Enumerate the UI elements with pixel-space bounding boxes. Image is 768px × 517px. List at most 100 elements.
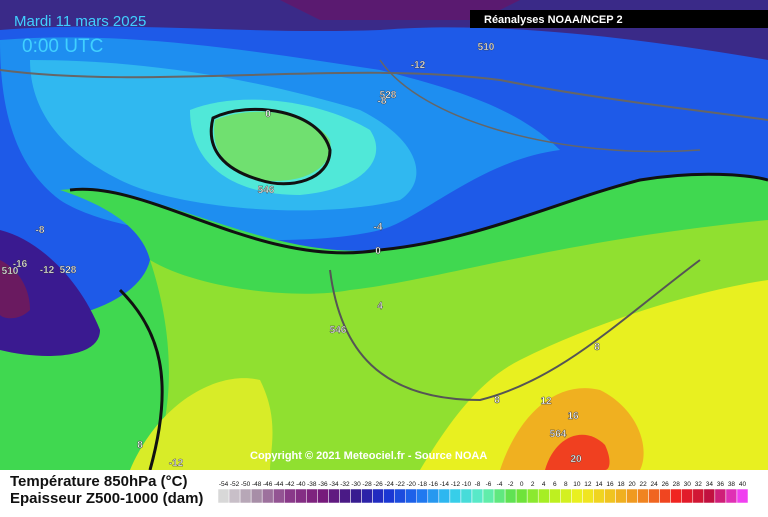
scale-label: -32 [340,481,350,488]
scale-label: 34 [706,481,714,488]
scale-label: -26 [373,481,383,488]
scale-cell [383,488,395,504]
contour-label: 0 [265,109,271,120]
contour-label: -12 [169,458,184,469]
scale-label: 12 [584,481,592,488]
scale-label: 38 [728,481,736,488]
scale-cell [648,488,660,504]
contour-label: 0 [375,246,381,257]
contour-label: 4 [377,301,383,312]
scale-cell [725,488,738,504]
thickness-line [329,259,701,402]
scale-cell [659,488,671,504]
scale-label: -42 [285,481,295,488]
scale-cell [703,488,716,504]
contour-label: -4 [374,222,383,233]
contour-label: -12 [40,265,55,276]
scale-cell [471,488,484,504]
scale-label: 10 [573,481,581,488]
scale-label: -6 [486,481,492,488]
contour-label: 20 [570,454,582,465]
contour-label: 528 [380,90,397,101]
scale-label: -16 [429,481,439,488]
scale-label: 24 [651,481,659,488]
scale-cell [504,488,517,504]
scale-cell [306,488,318,504]
scale-label: -4 [497,481,503,488]
contour-label: -8 [378,96,387,107]
scale-cell [482,488,495,504]
scale-cell [692,488,705,504]
scale-cell [350,488,362,504]
scale-cell [670,488,682,504]
contour-label: 528 [60,265,77,276]
scale-cell [272,488,285,504]
scale-label: 0 [520,481,524,488]
contour-label: 510 [478,42,495,53]
scale-label: 28 [673,481,681,488]
scale-cell [427,488,440,504]
legend-title: Epaisseur Z500-1000 (dam) [10,490,203,507]
scale-label: -52 [230,481,240,488]
contour-label: 8 [137,440,143,451]
scale-cell [339,488,351,504]
scale-cell [328,488,340,504]
scale-cell [416,488,429,504]
scale-label: -20 [407,481,417,488]
scale-cell [295,488,307,504]
scale-label: 16 [606,481,614,488]
isotherm [118,288,164,471]
contour-label: 8 [594,342,600,353]
scale-cell [405,488,418,504]
scale-cell [560,488,572,504]
scale-label: -24 [384,481,394,488]
contour-label: -12 [411,60,426,71]
orange-zone [500,388,644,470]
scale-cell [284,488,296,504]
scale-label: 40 [739,481,747,488]
scale-cell [438,488,451,504]
scale-label: -28 [362,481,372,488]
scale-label: -36 [318,481,328,488]
scale-cell [239,488,252,504]
scale-label: 30 [684,481,692,488]
source-text: Réanalyses NOAA/NCEP 2 [484,14,623,26]
scale-cell [582,488,594,504]
contour-label: 12 [540,396,552,407]
scale-label: -10 [462,481,472,488]
scale-label: -44 [274,481,284,488]
scale-label: -48 [252,481,262,488]
contour-label: 546 [330,325,347,336]
scale-cell [637,488,649,504]
scale-cell [526,488,539,504]
thickness-line [0,69,768,121]
scale-label: 32 [695,481,703,488]
scale-cell [593,488,605,504]
scale-label: 20 [628,481,636,488]
scale-cell [372,488,384,504]
green-pocket [214,111,331,181]
scale-label: -8 [475,481,481,488]
scale-label: 8 [564,481,568,488]
scale-label: -2 [508,481,514,488]
scale-cell [714,488,727,504]
scale-label: 14 [595,481,603,488]
contour-label: -16 [13,259,28,270]
source-banner [470,10,768,28]
scale-label: 22 [639,481,647,488]
copyright: Copyright © 2021 Meteociel.fr - Source N… [250,450,487,462]
scale-cell [615,488,627,504]
scale-cell [549,488,561,504]
scale-cell [449,488,462,504]
vortex [0,230,100,356]
scale-cell [515,488,528,504]
scale-cell [604,488,616,504]
vortex-core [0,260,30,319]
scale-cell [250,488,263,504]
contour-label: 16 [567,411,579,422]
cold-core-inner [280,0,520,20]
contour-label: -8 [36,225,45,236]
scale-cell [217,488,230,504]
